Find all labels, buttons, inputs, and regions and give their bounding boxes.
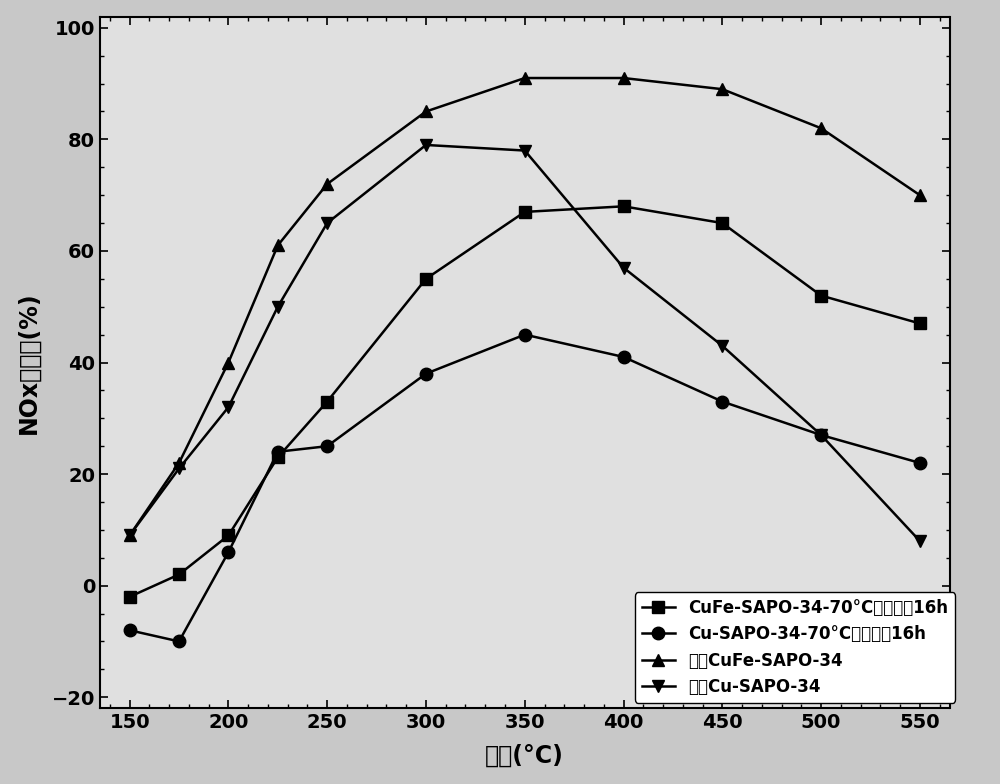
Cu-SAPO-34-70°C含水老化16h — [420, 369, 432, 379]
CuFe-SAPO-34-70°C含水老化16h — [222, 531, 234, 540]
Legend: CuFe-SAPO-34-70°C含水老化16h, Cu-SAPO-34-70°C含水老化16h, 新鲜CuFe-SAPO-34, 新鲜Cu-SAPO-34: CuFe-SAPO-34-70°C含水老化16h, Cu-SAPO-34-70°… — [635, 592, 955, 702]
Cu-SAPO-34-70°C含水老化16h — [124, 626, 136, 635]
Line: CuFe-SAPO-34-70°C含水老化16h: CuFe-SAPO-34-70°C含水老化16h — [123, 200, 926, 603]
新鲜Cu-SAPO-34 — [124, 531, 136, 540]
Cu-SAPO-34-70°C含水老化16h — [716, 397, 728, 406]
新鲜Cu-SAPO-34 — [420, 140, 432, 150]
CuFe-SAPO-34-70°C含水老化16h — [914, 319, 926, 328]
CuFe-SAPO-34-70°C含水老化16h — [173, 570, 185, 579]
新鲜CuFe-SAPO-34 — [420, 107, 432, 116]
CuFe-SAPO-34-70°C含水老化16h — [420, 274, 432, 284]
新鲜Cu-SAPO-34 — [914, 536, 926, 546]
新鲜CuFe-SAPO-34 — [272, 241, 284, 250]
CuFe-SAPO-34-70°C含水老化16h — [815, 291, 827, 300]
Y-axis label: NOx转化率(%): NOx转化率(%) — [17, 291, 41, 434]
Cu-SAPO-34-70°C含水老化16h — [618, 352, 630, 361]
新鲜Cu-SAPO-34 — [716, 341, 728, 350]
CuFe-SAPO-34-70°C含水老化16h — [321, 397, 333, 406]
CuFe-SAPO-34-70°C含水老化16h — [124, 592, 136, 601]
Cu-SAPO-34-70°C含水老化16h — [321, 441, 333, 451]
Line: 新鲜CuFe-SAPO-34: 新鲜CuFe-SAPO-34 — [123, 72, 926, 542]
Line: Cu-SAPO-34-70°C含水老化16h: Cu-SAPO-34-70°C含水老化16h — [123, 328, 926, 648]
Cu-SAPO-34-70°C含水老化16h — [914, 458, 926, 467]
新鲜Cu-SAPO-34 — [618, 263, 630, 272]
X-axis label: 温度(°C): 温度(°C) — [485, 743, 564, 768]
新鲜CuFe-SAPO-34 — [124, 531, 136, 540]
Cu-SAPO-34-70°C含水老化16h — [173, 637, 185, 646]
Cu-SAPO-34-70°C含水老化16h — [272, 447, 284, 456]
新鲜CuFe-SAPO-34 — [914, 191, 926, 200]
Line: 新鲜Cu-SAPO-34: 新鲜Cu-SAPO-34 — [123, 139, 926, 547]
Cu-SAPO-34-70°C含水老化16h — [222, 547, 234, 557]
新鲜CuFe-SAPO-34 — [173, 458, 185, 467]
新鲜CuFe-SAPO-34 — [716, 85, 728, 94]
Cu-SAPO-34-70°C含水老化16h — [519, 330, 531, 339]
新鲜Cu-SAPO-34 — [173, 464, 185, 474]
新鲜CuFe-SAPO-34 — [618, 74, 630, 83]
新鲜CuFe-SAPO-34 — [321, 180, 333, 189]
CuFe-SAPO-34-70°C含水老化16h — [716, 219, 728, 228]
新鲜Cu-SAPO-34 — [272, 302, 284, 311]
CuFe-SAPO-34-70°C含水老化16h — [519, 207, 531, 216]
CuFe-SAPO-34-70°C含水老化16h — [618, 201, 630, 211]
CuFe-SAPO-34-70°C含水老化16h — [272, 452, 284, 462]
新鲜CuFe-SAPO-34 — [222, 358, 234, 367]
新鲜Cu-SAPO-34 — [815, 430, 827, 440]
新鲜CuFe-SAPO-34 — [519, 74, 531, 83]
Cu-SAPO-34-70°C含水老化16h — [815, 430, 827, 440]
新鲜Cu-SAPO-34 — [321, 219, 333, 228]
新鲜CuFe-SAPO-34 — [815, 124, 827, 133]
新鲜Cu-SAPO-34 — [519, 146, 531, 155]
新鲜Cu-SAPO-34 — [222, 402, 234, 412]
